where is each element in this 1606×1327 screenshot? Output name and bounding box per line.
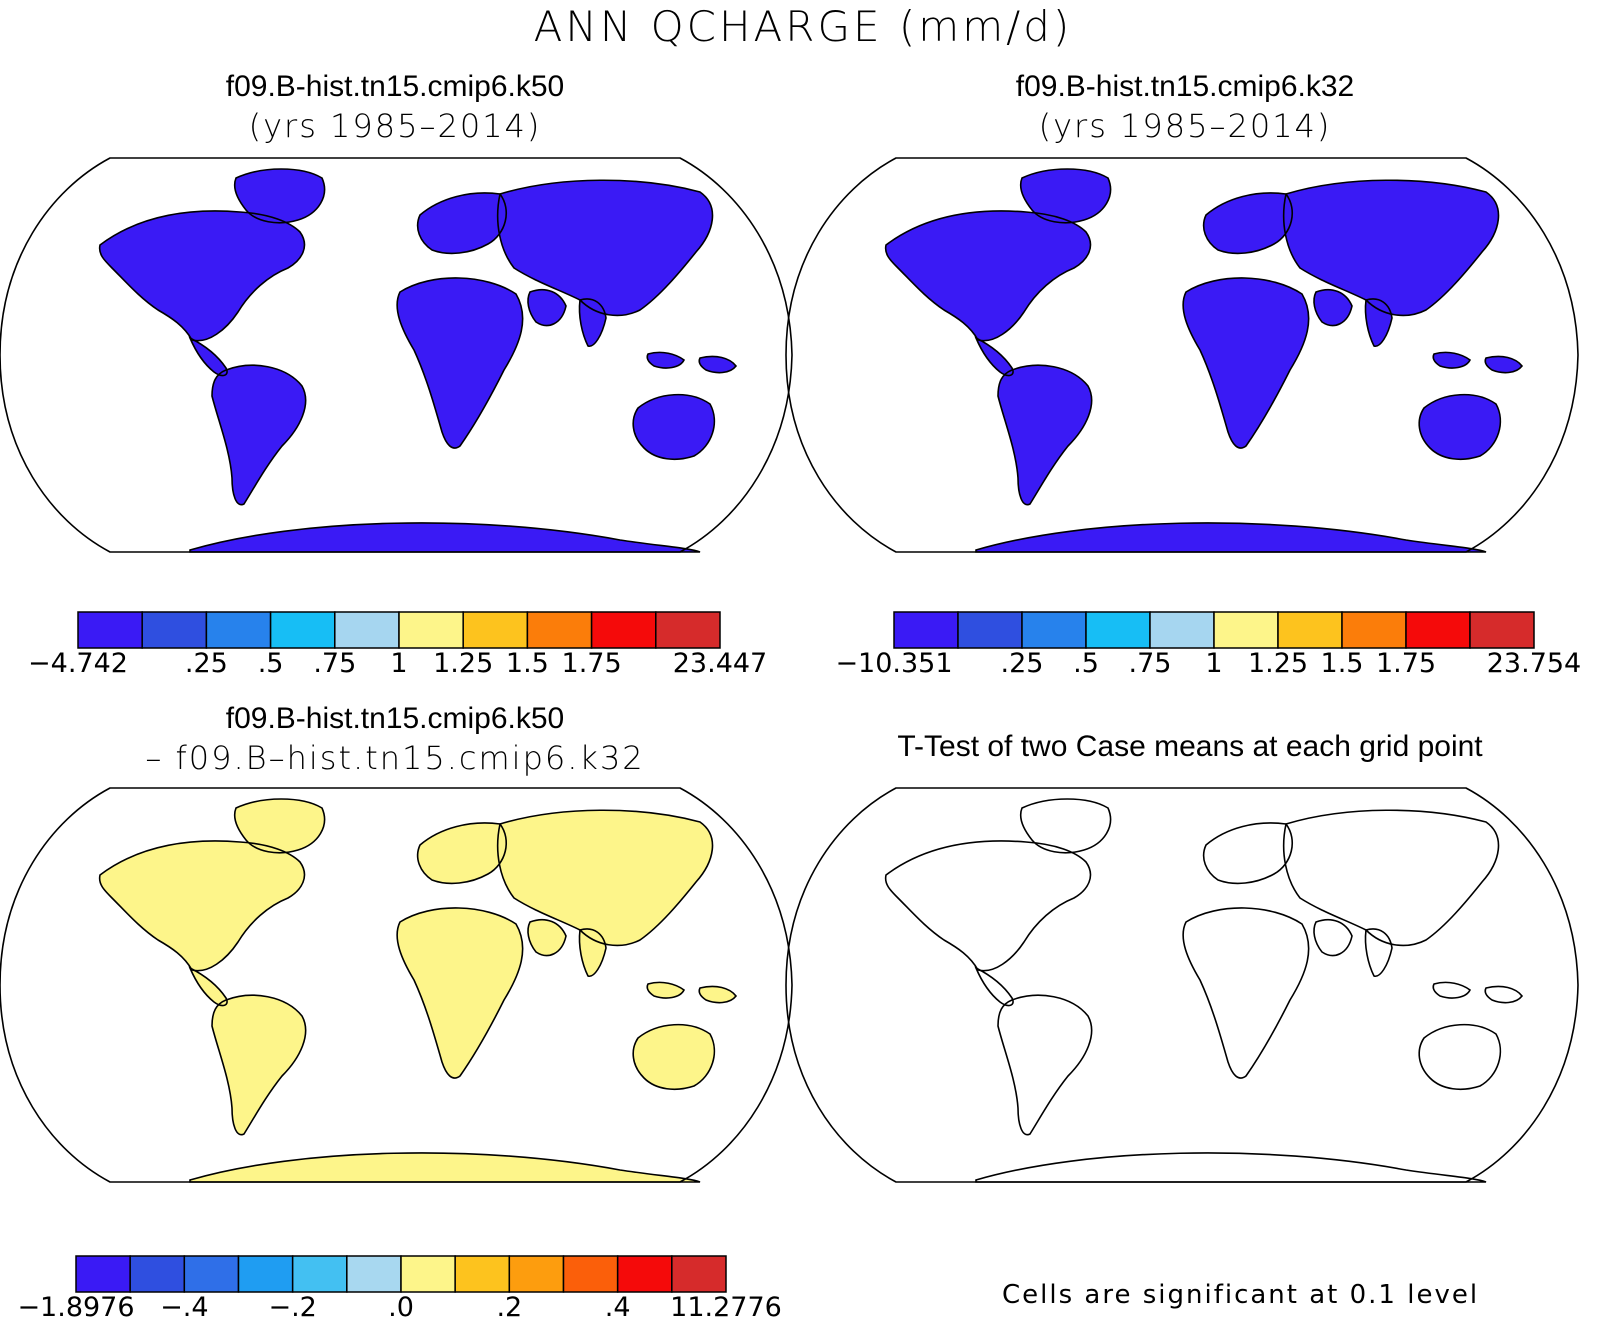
colorbar-swatch <box>1341 611 1407 649</box>
panel-title-k50-line1: f09.B-hist.tn15.cmip6.k50 <box>225 70 565 103</box>
panel-title-k32: f09.B-hist.tn15.cmip6.k32 (yrs 1985–2014… <box>790 68 1580 146</box>
colorbar-swatch <box>616 1255 673 1293</box>
significance-note: Cells are significant at 0.1 level <box>1002 1280 1480 1310</box>
colorbar-swatch <box>454 1255 511 1293</box>
colorbar-tick-label: .25 <box>1001 648 1044 679</box>
colorbar-tick-label: .75 <box>313 648 356 679</box>
colorbar-tick-label: 1.5 <box>1321 648 1364 679</box>
panel-title-k50-line2: (yrs 1985–2014) <box>248 107 542 145</box>
colorbar-swatch <box>1021 611 1087 649</box>
colorbar-tick-label: .5 <box>1073 648 1099 679</box>
colorbar-swatch <box>346 1255 402 1293</box>
colorbar-swatch <box>269 611 336 649</box>
moderate-recharge-3 <box>670 292 690 308</box>
colorbar-tick-label: 1 <box>390 648 407 679</box>
colorbar-swatch <box>508 1255 565 1293</box>
moderate-recharge-3 <box>1456 292 1476 308</box>
colorbar-swatch <box>205 611 272 649</box>
colorbar-tick-label: −.2 <box>268 1292 316 1323</box>
colorbar-k50: −4.742 .25 .5 .75 1 1.25 1.5 1.75 23.447 <box>28 611 767 679</box>
colorbar-swatch <box>1405 611 1471 649</box>
colorbar-tick-label: −1.8976 <box>17 1292 134 1323</box>
colorbar-diff: −1.8976 −.4 −.2 .0 .2 .4 11.2776 <box>17 1255 782 1323</box>
colorbar-swatch <box>141 611 208 649</box>
colorbar-tick-label: .2 <box>496 1292 522 1323</box>
figure-title: ANN QCHARGE (mm/d) <box>533 2 1073 51</box>
colorbar-tick-label: .25 <box>185 648 228 679</box>
colorbar-swatch <box>77 611 143 649</box>
colorbar-swatch <box>1277 611 1343 649</box>
panel-title-diff-line1: f09.B-hist.tn15.cmip6.k50 <box>225 702 565 735</box>
colorbar-tick-label: −.4 <box>160 1292 208 1323</box>
colorbar-swatch <box>893 611 959 649</box>
colorbar-swatch <box>291 1255 348 1293</box>
panel-title-diff: f09.B-hist.tn15.cmip6.k50 – f09.B–hist.t… <box>0 700 790 778</box>
map-frame-k50 <box>0 157 793 553</box>
colorbar-swatch <box>1149 611 1215 649</box>
colorbar-swatch <box>1469 611 1535 649</box>
colorbar-tick-label: 23.447 <box>673 648 767 679</box>
colorbar-tick-label: −4.742 <box>28 648 128 679</box>
panel-title-diff-line2: – f09.B–hist.tn15.cmip6.k32 <box>145 739 645 777</box>
colorbar-k32: −10.351 .25 .5 .75 1 1.25 1.5 1.75 23.754 <box>835 611 1581 679</box>
colorbar-tick-label: .4 <box>605 1292 631 1323</box>
map-frame-diff <box>0 787 793 1183</box>
colorbar-swatch <box>1085 611 1151 649</box>
colorbar-tick-label: 1.25 <box>433 648 493 679</box>
colorbar-tick-label: .0 <box>388 1292 414 1323</box>
colorbar-swatch <box>1213 611 1279 649</box>
colorbar-swatch <box>334 611 400 649</box>
map-frame-k32 <box>785 157 1579 553</box>
colorbar-tick-label: 11.2776 <box>670 1292 782 1323</box>
colorbar-swatch <box>75 1255 131 1293</box>
colorbar-swatch <box>590 611 657 649</box>
map-panel-diff <box>0 787 793 1183</box>
panel-title-k32-line1: f09.B-hist.tn15.cmip6.k32 <box>1015 70 1355 103</box>
colorbar-swatch <box>957 611 1023 649</box>
panel-title-k32-line2: (yrs 1985–2014) <box>1038 107 1332 145</box>
colorbar-tick-label: .5 <box>258 648 284 679</box>
colorbar-swatch <box>237 1255 294 1293</box>
colorbar-tick-label: 1.5 <box>506 648 549 679</box>
map-panel-ttest <box>785 787 1579 1183</box>
colorbar-tick-label: 1.25 <box>1248 648 1308 679</box>
map-panel-k50 <box>0 157 793 553</box>
colorbar-tick-label: .75 <box>1129 648 1172 679</box>
colorbar-swatch <box>183 1255 240 1293</box>
colorbar-tick-label: −10.351 <box>835 648 952 679</box>
colorbar-tick-label: 23.754 <box>1487 648 1581 679</box>
colorbar-swatch <box>671 1255 727 1293</box>
panel-title-k50: f09.B-hist.tn15.cmip6.k50 (yrs 1985–2014… <box>0 68 790 146</box>
colorbar-swatch <box>129 1255 186 1293</box>
colorbar-swatch <box>462 611 529 649</box>
map-frame-ttest <box>785 787 1579 1183</box>
panel-title-ttest-line1: T-Test of two Case means at each grid po… <box>897 730 1483 763</box>
colorbar-swatch <box>655 611 721 649</box>
colorbar-tick-label: 1.75 <box>1376 648 1436 679</box>
colorbar-tick-label: 1.75 <box>562 648 622 679</box>
colorbar-swatch <box>562 1255 619 1293</box>
map-panel-k32 <box>785 157 1579 553</box>
colorbar-swatch <box>526 611 593 649</box>
colorbar-swatch <box>398 611 464 649</box>
panel-title-ttest: T-Test of two Case means at each grid po… <box>790 728 1590 766</box>
colorbar-swatch <box>400 1255 456 1293</box>
colorbar-tick-label: 1 <box>1205 648 1222 679</box>
